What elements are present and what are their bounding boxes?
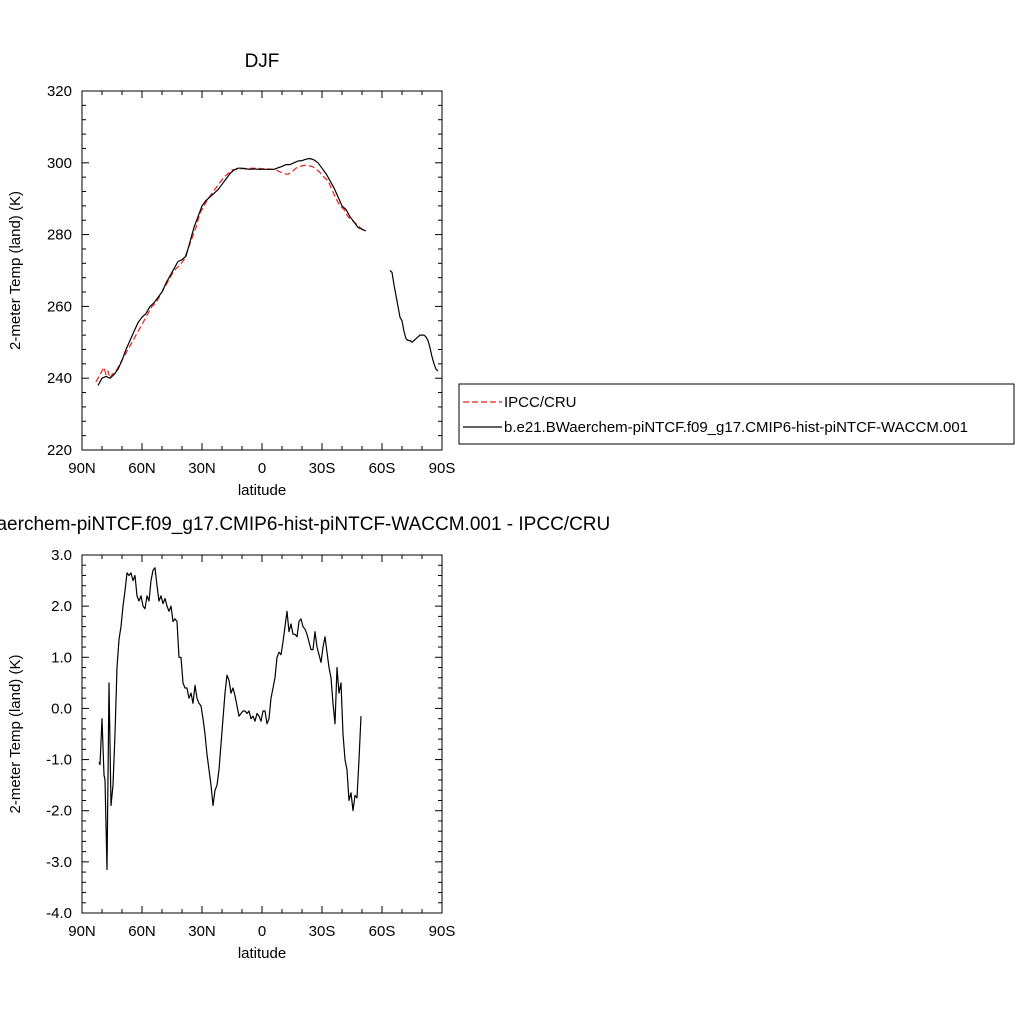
x-tick-label: 90N bbox=[68, 923, 96, 940]
x-tick-label: 60N bbox=[128, 460, 156, 477]
plot-frame bbox=[81, 90, 443, 451]
x-tick-label: 30N bbox=[188, 460, 216, 477]
y-tick-label: 320 bbox=[47, 83, 72, 100]
chart-title: b.e21.BWaerchem-piNTCF.f09_g17.CMIP6-his… bbox=[0, 514, 610, 535]
y-axis-label: 2-meter Temp (land) (K) bbox=[7, 655, 24, 814]
x-tick-label: 90S bbox=[429, 460, 456, 477]
djf-panel: DJF 220 240 260 280 300 320 90N 60N 30N 0 30S 60S 90S… bbox=[7, 51, 1015, 499]
y-tick-label: 1.0 bbox=[51, 649, 72, 666]
x-tick-label: 90S bbox=[429, 923, 456, 940]
legend-label: IPCC/CRU bbox=[504, 394, 577, 411]
x-tick-label: 30N bbox=[188, 923, 216, 940]
x-tick-label: 60N bbox=[128, 923, 156, 940]
series-line-1-segment-0 bbox=[97, 157, 367, 386]
x-tick-label: 0 bbox=[258, 460, 266, 477]
y-tick-label: 280 bbox=[47, 227, 72, 244]
y-tick-label: 240 bbox=[47, 370, 72, 387]
y-tick-label: 260 bbox=[47, 298, 72, 315]
series-line-1-segment-1 bbox=[389, 270, 439, 372]
x-tick-label: 30S bbox=[309, 460, 336, 477]
x-axis-label: latitude bbox=[238, 945, 286, 962]
y-tick-label: 300 bbox=[47, 155, 72, 172]
y-tick-label: -3.0 bbox=[46, 854, 72, 871]
x-tick-label: 60S bbox=[369, 923, 396, 940]
x-tick-label: 0 bbox=[258, 923, 266, 940]
y-tick-label: 0.0 bbox=[51, 700, 72, 717]
y-axis-label: 2-meter Temp (land) (K) bbox=[7, 191, 24, 350]
series-line-0-segment-0 bbox=[95, 164, 365, 383]
legend-label: b.e21.BWaerchem-piNTCF.f09_g17.CMIP6-his… bbox=[504, 419, 968, 436]
y-tick-label: 2.0 bbox=[51, 598, 72, 615]
difference-panel: b.e21.BWaerchem-piNTCF.f09_g17.CMIP6-his… bbox=[0, 514, 610, 962]
chart-title: DJF bbox=[245, 51, 280, 72]
x-axis-label: latitude bbox=[238, 482, 286, 499]
y-tick-label: 3.0 bbox=[51, 547, 72, 564]
y-tick-label: -4.0 bbox=[46, 905, 72, 922]
legend-box bbox=[458, 383, 1015, 445]
x-tick-label: 90N bbox=[68, 460, 96, 477]
y-tick-label: 220 bbox=[47, 442, 72, 459]
y-tick-label: -2.0 bbox=[46, 803, 72, 820]
series-line-0-segment-0 bbox=[98, 567, 362, 871]
y-tick-label: -1.0 bbox=[46, 752, 72, 769]
x-tick-label: 60S bbox=[369, 460, 396, 477]
x-tick-label: 30S bbox=[309, 923, 336, 940]
plot-frame bbox=[81, 554, 443, 914]
